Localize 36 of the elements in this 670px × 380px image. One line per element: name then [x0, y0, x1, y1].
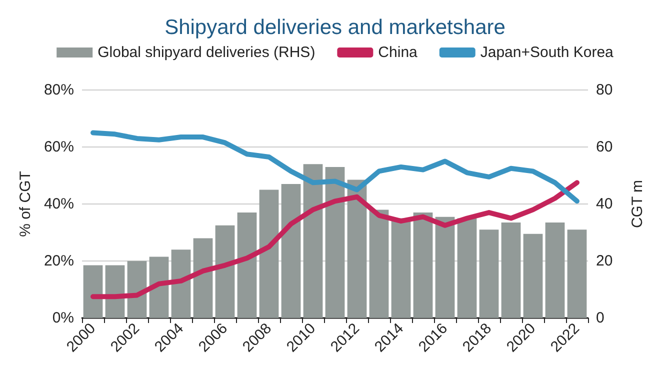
y-tick-label: 0% — [52, 310, 74, 326]
y-axis-title: % of CGT — [17, 171, 34, 237]
bar — [457, 218, 477, 318]
legend-label: Japan+South Korea — [480, 44, 614, 61]
y-tick-label: 20% — [44, 252, 74, 270]
bar — [325, 166, 345, 318]
bar — [281, 184, 301, 318]
y2-tick-label: 20 — [596, 252, 613, 270]
bar — [413, 212, 433, 318]
bar — [237, 212, 257, 318]
bar — [83, 265, 103, 318]
bar — [193, 238, 213, 318]
bar — [369, 210, 389, 318]
legend-label: Global shipyard deliveries (RHS) — [98, 44, 316, 61]
y2-tick-label: 40 — [596, 196, 613, 212]
bar — [171, 250, 191, 318]
y-tick-label: 60% — [44, 138, 74, 156]
bar — [523, 234, 543, 318]
bar — [501, 222, 521, 318]
y2-axis-title: CGT m — [629, 180, 646, 228]
bar — [347, 180, 367, 318]
bar — [435, 216, 455, 318]
bar — [215, 225, 235, 318]
y-tick-label: 40% — [44, 196, 74, 212]
bar — [149, 256, 169, 318]
y2-tick-label: 0 — [596, 310, 604, 326]
bar — [479, 230, 499, 318]
y2-tick-label: 60 — [596, 138, 613, 156]
bar — [545, 222, 565, 318]
legend-label: China — [378, 44, 418, 61]
bar — [567, 230, 587, 318]
y-tick-label: 80% — [44, 82, 74, 98]
chart-title: Shipyard deliveries and marketshare — [164, 16, 506, 39]
y2-tick-label: 80 — [596, 82, 613, 98]
bar — [303, 164, 323, 318]
bar — [259, 190, 279, 318]
